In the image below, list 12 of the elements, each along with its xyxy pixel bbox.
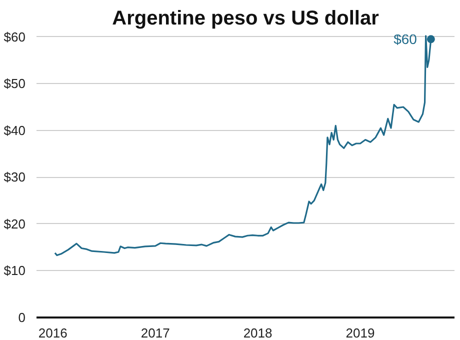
y-tick-label: $10: [4, 263, 26, 278]
x-tick-label: 2016: [38, 326, 68, 340]
y-tick-label: $30: [4, 170, 26, 185]
y-tick-label: 0: [18, 310, 26, 325]
y-tick-label: $50: [4, 76, 26, 92]
x-tick-label: 2019: [346, 326, 375, 340]
x-tick-label: 2017: [140, 326, 170, 340]
y-tick-label: $20: [4, 216, 26, 232]
y-tick-label: $60: [4, 29, 26, 44]
y-tick-label: $40: [4, 122, 26, 138]
x-tick-label: 2018: [243, 326, 272, 340]
chart-title: Argentine peso vs US dollar: [112, 8, 380, 30]
